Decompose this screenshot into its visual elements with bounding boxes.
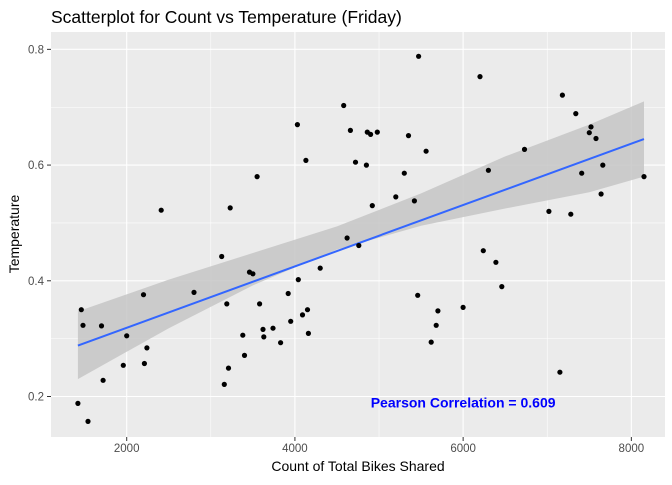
data-point <box>257 301 263 307</box>
data-point <box>224 301 230 307</box>
data-point <box>557 369 563 375</box>
y-axis-ticks: 0.2 0.4 0.6 0.8 <box>28 44 51 404</box>
x-axis-title: Count of Total Bikes Shared <box>271 458 444 474</box>
confidence-band <box>77 101 644 380</box>
data-point <box>480 248 486 254</box>
data-point <box>477 74 483 80</box>
data-point <box>294 122 300 128</box>
y-axis-title: Temperature <box>6 194 22 273</box>
data-point <box>250 271 256 277</box>
correlation-annotation: Pearson Correlation = 0.609 <box>371 394 556 410</box>
data-point <box>254 174 260 180</box>
x-tick-label: 2000 <box>114 443 140 455</box>
data-point <box>573 111 579 117</box>
data-point <box>98 323 105 329</box>
data-point <box>317 265 323 271</box>
y-tick-label: 0.6 <box>28 160 44 172</box>
data-point <box>144 345 150 351</box>
data-point <box>288 318 294 324</box>
data-point <box>579 170 585 176</box>
data-point <box>598 191 604 197</box>
y-tick-label: 0.8 <box>28 44 44 56</box>
data-point <box>559 92 566 98</box>
data-point <box>568 211 574 217</box>
data-point <box>416 53 422 59</box>
data-point <box>295 277 301 283</box>
data-point <box>433 322 439 328</box>
data-point <box>344 235 350 241</box>
data-point <box>240 332 246 338</box>
data-point <box>393 194 399 200</box>
data-point <box>347 127 353 133</box>
data-point <box>546 208 552 214</box>
data-point <box>588 124 594 130</box>
data-point <box>158 207 164 213</box>
data-point <box>356 242 362 249</box>
regression-line <box>77 138 645 347</box>
data-point <box>341 102 347 109</box>
data-point <box>499 284 505 290</box>
data-point <box>124 333 130 339</box>
data-point <box>641 174 647 180</box>
data-point <box>600 162 606 168</box>
data-point <box>75 400 81 406</box>
data-point <box>304 307 311 313</box>
data-point <box>405 133 412 139</box>
data-point <box>85 418 91 424</box>
data-point <box>593 135 599 142</box>
data-points <box>75 53 647 424</box>
data-point <box>352 159 359 165</box>
data-point <box>299 312 306 318</box>
data-point <box>241 352 248 358</box>
y-tick-label: 0.2 <box>28 392 44 404</box>
data-point <box>260 326 266 332</box>
data-point <box>219 253 225 260</box>
data-point <box>278 340 284 346</box>
data-point <box>460 304 466 310</box>
data-point <box>305 330 311 336</box>
data-point <box>225 365 232 371</box>
data-point <box>428 339 434 345</box>
data-point <box>141 360 147 367</box>
data-point <box>401 170 407 176</box>
x-tick-label: 8000 <box>619 443 645 455</box>
x-tick-label: 6000 <box>450 443 476 455</box>
chart-title: Scatterplot for Count vs Temperature (Fr… <box>51 7 402 27</box>
y-tick-label: 0.4 <box>28 276 45 288</box>
data-point <box>521 146 528 152</box>
data-point <box>415 292 421 298</box>
data-point <box>435 308 441 314</box>
data-point <box>140 292 147 298</box>
data-point <box>493 259 499 265</box>
data-point <box>303 157 309 163</box>
data-point <box>368 131 374 137</box>
major-gridlines <box>51 32 665 437</box>
data-point <box>423 148 429 154</box>
data-point <box>285 290 291 297</box>
x-tick-label: 4000 <box>282 443 308 455</box>
data-point <box>100 377 106 383</box>
data-point <box>485 167 491 173</box>
data-point <box>374 129 380 135</box>
data-point <box>411 198 417 204</box>
data-point <box>120 362 126 368</box>
x-axis-ticks: 2000 4000 6000 8000 <box>114 437 644 455</box>
data-point <box>221 381 227 387</box>
data-point <box>80 322 86 328</box>
data-point <box>191 289 197 295</box>
data-point <box>227 205 233 211</box>
data-point <box>78 307 84 313</box>
data-point <box>369 203 375 209</box>
data-point <box>363 162 369 168</box>
data-point <box>586 130 592 136</box>
data-point <box>270 325 276 331</box>
data-point <box>261 334 267 340</box>
